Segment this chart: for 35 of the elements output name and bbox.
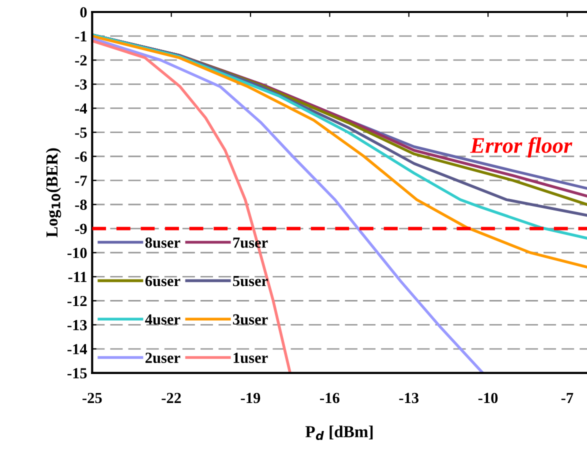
x-tick-label: -13 (399, 392, 419, 404)
annotation: Error floor (470, 137, 572, 158)
y-tick-label: -9 (75, 224, 87, 234)
legend-label: 6user (145, 276, 180, 286)
y-tick-label: -7 (75, 176, 87, 186)
x-axis-title: P$_{d}$ [dBm] (305, 426, 373, 440)
y-tick-label: -15 (67, 368, 87, 378)
legend-label: 1user (234, 352, 268, 364)
x-tick-label: -25 (82, 392, 102, 404)
x-tick-label: -16 (320, 392, 340, 404)
y-tick-label: -8 (75, 200, 87, 210)
legend-label: 8user (145, 237, 180, 248)
y-tick-label: -4 (75, 103, 88, 114)
y-tick-label: -1 (75, 31, 87, 42)
y-axis-title: Log$_{10}$(BER) (46, 148, 62, 238)
y-tick-label: -5 (75, 128, 87, 138)
y-tick-label: -13 (67, 320, 87, 330)
x-tick-label: -10 (478, 392, 498, 404)
line-series (92, 39, 292, 373)
y-tick-label: 0 (80, 7, 87, 18)
y-tick-label: -3 (75, 79, 87, 90)
legend-label: 4user (145, 314, 180, 325)
y-tick-label: -10 (67, 248, 87, 258)
x-tick-label: -19 (240, 392, 260, 404)
y-tick-label: -11 (68, 272, 87, 282)
y-tick-label: -2 (75, 55, 87, 66)
y-tick-label: -12 (67, 296, 87, 306)
y-tick-label: -14 (67, 344, 88, 354)
x-tick-label: -7 (561, 392, 574, 403)
legend-label: 2user (146, 352, 180, 364)
y-tick-label: -6 (75, 152, 87, 162)
legend-label: 7user (233, 238, 268, 248)
x-tick-label: -22 (162, 392, 181, 403)
legend-label: 5user (233, 276, 268, 286)
legend-label: 3user (233, 314, 268, 325)
